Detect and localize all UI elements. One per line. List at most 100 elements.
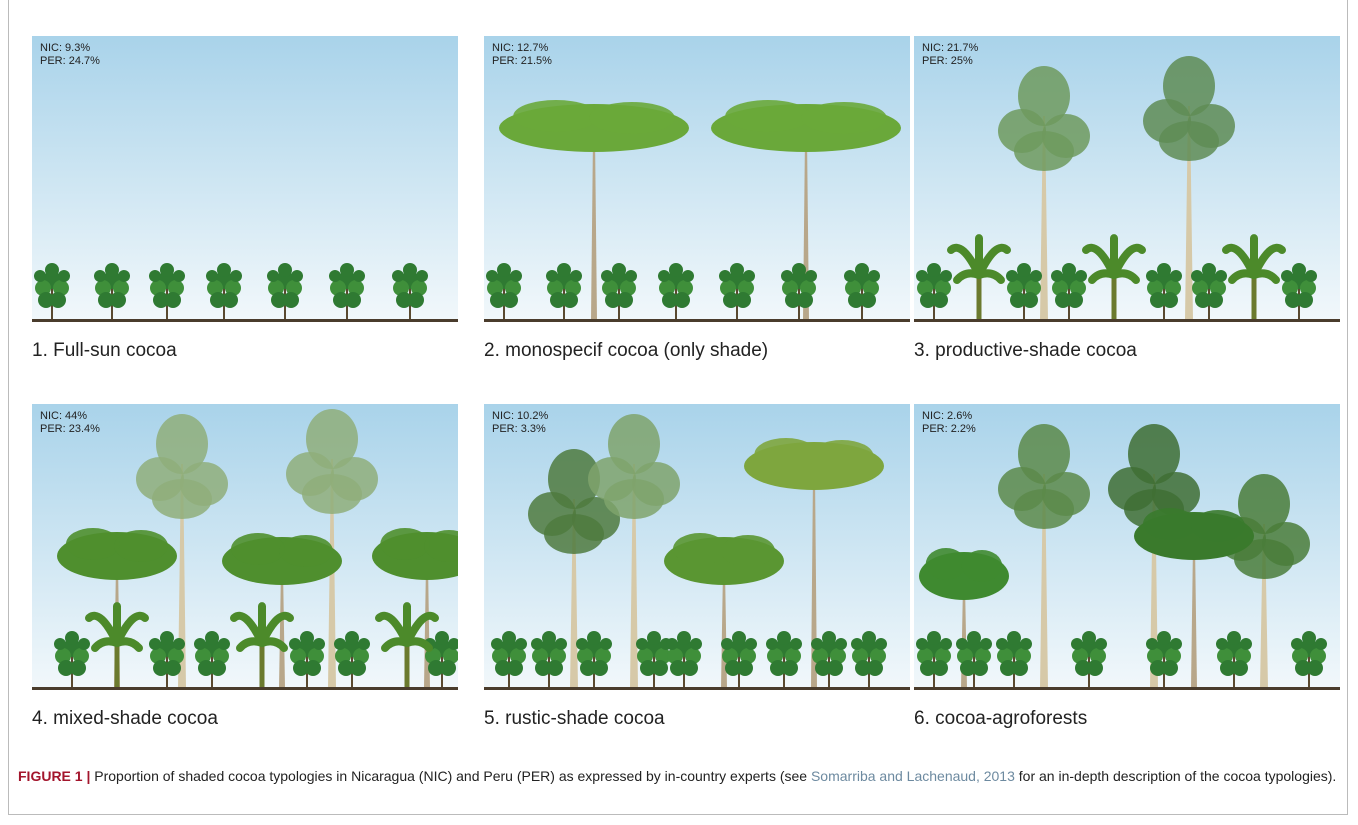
illustration — [484, 404, 910, 690]
leaf — [932, 660, 948, 676]
per-label: PER: 23.4% — [40, 423, 100, 436]
per-label: PER: 2.2% — [922, 423, 976, 436]
leaf — [636, 638, 648, 650]
leaf — [1006, 270, 1018, 282]
leaf — [340, 263, 354, 277]
leaf — [350, 660, 366, 676]
leaf — [289, 638, 301, 650]
ground — [32, 319, 458, 322]
per-label: PER: 25% — [922, 55, 978, 68]
leaf — [562, 292, 578, 308]
leaf — [502, 292, 518, 308]
leaf — [647, 631, 661, 645]
leaf — [173, 638, 185, 650]
leaf — [927, 631, 941, 645]
leaf — [677, 631, 691, 645]
nic-label: NIC: 10.2% — [492, 410, 548, 423]
leaf — [875, 638, 887, 650]
leaf — [58, 270, 70, 282]
leaf — [612, 263, 626, 277]
canopy — [544, 514, 604, 554]
leaf — [94, 270, 106, 282]
leaf — [1162, 292, 1178, 308]
leaf — [827, 660, 843, 676]
leaf — [1157, 631, 1171, 645]
per-label: PER: 24.7% — [40, 55, 100, 68]
leaf — [1095, 638, 1107, 650]
panel-caption: 5. rustic-shade cocoa — [484, 708, 665, 730]
leaf — [652, 660, 668, 676]
canopy — [673, 533, 727, 565]
leaf — [1305, 270, 1317, 282]
leaf — [1291, 638, 1303, 650]
leaf — [1030, 270, 1042, 282]
leaf — [334, 638, 346, 650]
leaf — [1232, 660, 1248, 676]
leaf — [576, 638, 588, 650]
leaf — [570, 270, 582, 282]
leaf — [557, 263, 571, 277]
panel: NIC: 21.7%PER: 25% — [914, 36, 1340, 322]
canopy — [801, 102, 887, 134]
leaf — [1146, 638, 1158, 650]
leaf — [149, 638, 161, 650]
leaf — [690, 638, 702, 650]
canopy — [755, 438, 818, 470]
canopy — [1159, 121, 1219, 161]
canopy — [1191, 510, 1245, 542]
citation-link[interactable]: Somarriba and Lachenaud, 2013 — [811, 768, 1015, 784]
leaf — [766, 638, 778, 650]
leaf — [392, 270, 404, 282]
canopy — [725, 100, 811, 132]
leaf — [1071, 638, 1083, 650]
leaf — [625, 270, 637, 282]
leaf — [345, 292, 361, 308]
caption-text: for an in-depth description of the cocoa… — [1015, 768, 1336, 784]
leaf — [790, 638, 802, 650]
leaf — [862, 631, 876, 645]
leaf — [210, 660, 226, 676]
leaf — [1307, 660, 1323, 676]
panel: NIC: 44%PER: 23.4% — [32, 404, 458, 690]
page: NIC: 9.3%PER: 24.7% 1. Full-sun cocoa NIC:… — [0, 0, 1358, 825]
leaf — [507, 660, 523, 676]
leaf — [497, 263, 511, 277]
panel: NIC: 9.3%PER: 24.7% — [32, 36, 458, 322]
leaf — [1191, 270, 1203, 282]
leaf — [735, 292, 751, 308]
share-label: NIC: 2.6%PER: 2.2% — [922, 410, 976, 436]
leaf — [980, 638, 992, 650]
leaf — [305, 660, 321, 676]
leaf — [1170, 270, 1182, 282]
panel: NIC: 12.7%PER: 21.5% — [484, 36, 910, 322]
leaf — [50, 292, 66, 308]
leaf — [353, 270, 365, 282]
ground — [914, 687, 1340, 690]
leaf — [587, 631, 601, 645]
leaf — [1157, 263, 1171, 277]
leaf — [797, 292, 813, 308]
leaf — [956, 638, 968, 650]
leaf — [658, 270, 670, 282]
illustration — [484, 36, 910, 322]
leaf — [105, 263, 119, 277]
leaf — [967, 631, 981, 645]
leaf — [149, 270, 161, 282]
leaf — [165, 292, 181, 308]
leaf — [440, 660, 456, 676]
leaf — [600, 638, 612, 650]
nic-label: NIC: 12.7% — [492, 42, 552, 55]
leaf — [743, 270, 755, 282]
panel-caption: 1. Full-sun cocoa — [32, 340, 177, 362]
leaf — [329, 270, 341, 282]
leaf — [1012, 660, 1028, 676]
canopy — [1014, 489, 1074, 529]
leaf — [546, 270, 558, 282]
leaf — [1302, 631, 1316, 645]
leaf — [194, 638, 206, 650]
ground — [484, 319, 910, 322]
nic-label: NIC: 2.6% — [922, 410, 976, 423]
leaf — [805, 270, 817, 282]
canopy — [589, 102, 675, 134]
canopy — [66, 528, 120, 560]
